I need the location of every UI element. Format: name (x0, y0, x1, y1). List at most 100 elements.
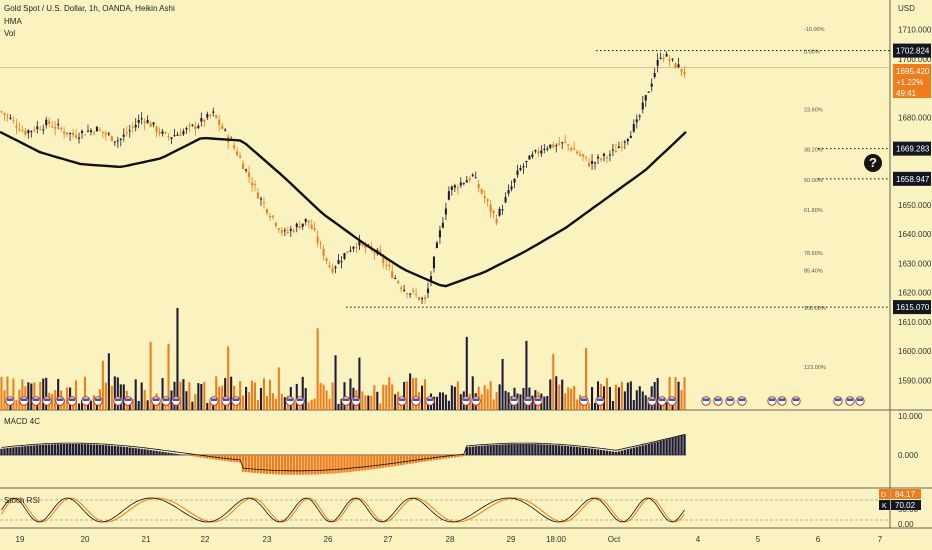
candle-body (429, 276, 433, 282)
event-flag-icon (425, 396, 435, 406)
macd-histogram-bar (486, 445, 489, 455)
candle-body (608, 154, 611, 156)
event-flag-icon (845, 396, 855, 406)
volume-bar (379, 403, 382, 410)
candle-body (295, 223, 298, 228)
macd-histogram-bar (504, 444, 507, 455)
candle-body (48, 120, 51, 125)
macd-histogram-bar (161, 451, 164, 455)
candle-body (570, 147, 573, 151)
candle-body (191, 124, 194, 126)
macd-histogram-bar (602, 450, 606, 455)
macd-histogram-bar (152, 450, 155, 455)
macd-histogram-bar (498, 444, 501, 455)
macd-histogram-bar (522, 444, 525, 455)
volume-bar (203, 381, 206, 410)
event-flag-icon (295, 396, 305, 406)
macd-histogram-bar (394, 455, 397, 467)
macd-histogram-bar (399, 455, 403, 466)
macd-histogram-bar (48, 444, 51, 455)
macd-histogram-bar (405, 455, 409, 465)
volume-bar (406, 381, 409, 410)
macd-histogram-bar (155, 450, 158, 455)
candle-body (591, 160, 594, 164)
candle-body (325, 258, 328, 261)
candle-body (626, 139, 629, 142)
candle-body (665, 53, 668, 57)
macd-histogram-bar (462, 455, 465, 457)
macd-histogram-bar (575, 446, 579, 455)
macd-histogram-bar (167, 452, 170, 455)
volume-bar (441, 392, 444, 410)
hma-indicator-label[interactable]: HMA (4, 17, 22, 26)
candle-body (662, 57, 665, 59)
macd-histogram-bar (83, 444, 87, 455)
candle-body (9, 117, 12, 119)
macd-histogram-bar (450, 455, 454, 458)
candle-body (283, 230, 286, 232)
macd-histogram-bar (232, 455, 236, 463)
candle-body (385, 264, 388, 266)
volume-bar (465, 336, 468, 410)
macd-histogram-bar (295, 455, 298, 475)
volume-bar (668, 376, 671, 410)
macd-histogram-bar (477, 446, 480, 455)
candle-body (242, 163, 245, 170)
event-flag-icon (397, 396, 407, 406)
candle-body (382, 257, 385, 263)
candle-body (72, 132, 75, 136)
volume-bar (328, 398, 331, 410)
candle-body (468, 178, 471, 181)
volume-bar (552, 354, 555, 410)
candle-body (176, 134, 179, 136)
vol-indicator-label[interactable]: Vol (4, 29, 16, 38)
candle-body (116, 140, 119, 142)
volume-bar (677, 381, 680, 410)
volume-bar (325, 390, 328, 410)
volume-bar (471, 376, 474, 410)
candle-body (635, 119, 638, 123)
macd-histogram-bar (113, 445, 117, 455)
help-question-icon[interactable]: ? (864, 154, 882, 172)
candle-body (683, 71, 686, 75)
macd-histogram-bar (116, 446, 120, 455)
macd-histogram-bar (525, 444, 528, 455)
time-axis-label: 27 (384, 535, 393, 544)
macd-histogram-bar (590, 448, 594, 455)
macd-histogram-bar (68, 444, 72, 455)
event-flag-icon (231, 396, 241, 406)
event-flag-icon (523, 396, 533, 406)
volume-bar (262, 378, 266, 410)
volume-bar (659, 403, 662, 410)
candle-body (131, 126, 134, 128)
candle-body (194, 126, 197, 130)
macd-histogram-bar (301, 455, 304, 475)
macd-histogram-bar (379, 455, 382, 469)
event-flag-icon (5, 396, 15, 406)
candle-body (215, 115, 218, 118)
volume-bar (221, 385, 224, 410)
fib-level-label: 50.00% (804, 178, 823, 184)
candle-body (119, 138, 122, 140)
candle-body (209, 114, 212, 116)
candle-body (221, 125, 224, 129)
stoch-title[interactable]: Stoch RSI (4, 496, 41, 505)
candle-body (218, 119, 221, 125)
volume-bar (385, 385, 388, 410)
macd-title[interactable]: MACD 4C (4, 417, 41, 426)
candle-body (525, 160, 528, 163)
event-flag-icon (67, 396, 77, 406)
volume-bar (426, 402, 430, 410)
macd-histogram-bar (492, 444, 495, 455)
candle-body (143, 121, 146, 124)
macd-histogram-bar (396, 455, 400, 466)
volume-bar (337, 403, 340, 410)
candle-body (623, 141, 626, 143)
candle-body (614, 150, 617, 153)
candle-body (629, 135, 632, 139)
macd-histogram-bar (325, 455, 328, 474)
candle-body (480, 189, 483, 194)
price-tick-label: 1650.000 (898, 201, 932, 210)
candle-body (501, 209, 504, 211)
